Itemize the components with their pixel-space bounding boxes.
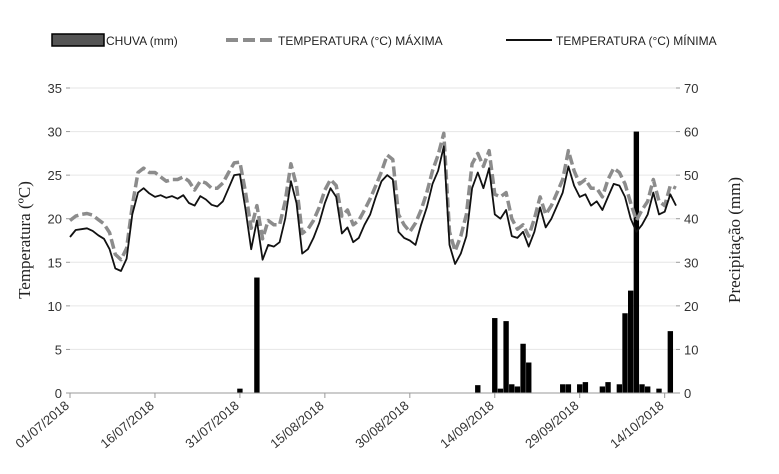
rain-bar bbox=[577, 384, 583, 393]
y-right-axis-title: Precipitação (mm) bbox=[725, 177, 744, 303]
y-right-tick-label: 50 bbox=[684, 168, 698, 183]
rain-bar bbox=[475, 385, 481, 393]
right-axis-ticks: 0 10 20 30 40 50 60 70 bbox=[676, 81, 698, 401]
y-left-tick-label: 35 bbox=[48, 81, 62, 96]
rain-bar bbox=[254, 277, 260, 393]
rain-bar bbox=[656, 388, 662, 393]
rain-bar bbox=[582, 382, 589, 393]
rain-bar bbox=[628, 290, 634, 393]
rain-bar bbox=[237, 388, 243, 393]
legend-tmax-label: TEMPERATURA (°C) MÁXIMA bbox=[278, 33, 443, 48]
rain-bar bbox=[639, 384, 645, 393]
y-right-tick-label: 70 bbox=[684, 81, 698, 96]
rain-bar bbox=[520, 343, 526, 393]
rain-bar bbox=[497, 388, 504, 393]
y-left-tick-label: 0 bbox=[55, 386, 62, 401]
rain-bar bbox=[560, 384, 566, 393]
y-right-tick-label: 30 bbox=[684, 255, 698, 270]
legend: CHUVA (mm) TEMPERATURA (°C) MÁXIMA TEMPE… bbox=[51, 33, 717, 48]
rain-bar bbox=[667, 331, 674, 393]
y-left-tick-label: 25 bbox=[48, 168, 62, 183]
rain-bar bbox=[509, 384, 515, 393]
tmax-line bbox=[68, 131, 677, 262]
rain-bar bbox=[622, 313, 628, 393]
rain-bars bbox=[237, 131, 674, 394]
y-right-tick-label: 20 bbox=[684, 299, 698, 314]
tmin-line bbox=[69, 145, 677, 272]
rain-bar bbox=[492, 318, 498, 393]
legend-tmin-label: TEMPERATURA (°C) MÍNIMA bbox=[556, 33, 717, 48]
rain-bar bbox=[599, 386, 606, 393]
rain-bar bbox=[616, 384, 623, 393]
rain-bar bbox=[644, 386, 651, 393]
gridlines bbox=[70, 87, 676, 350]
y-left-axis-title: Temperatura (ºC) bbox=[15, 181, 34, 299]
y-left-tick-label: 5 bbox=[55, 342, 62, 357]
legend-rain-swatch bbox=[51, 33, 105, 47]
rain-bar bbox=[526, 362, 532, 393]
y-left-tick-label: 20 bbox=[48, 212, 62, 227]
legend-rain-label: CHUVA (mm) bbox=[106, 34, 178, 48]
temperature-lines bbox=[68, 131, 677, 272]
y-left-tick-label: 30 bbox=[48, 125, 62, 140]
y-left-tick-label: 10 bbox=[48, 299, 62, 314]
y-left-tick-label: 15 bbox=[48, 255, 62, 270]
rain-bar bbox=[514, 386, 521, 393]
y-right-tick-label: 10 bbox=[684, 342, 698, 357]
rain-bar bbox=[565, 384, 572, 393]
y-right-tick-label: 40 bbox=[684, 212, 698, 227]
left-axis-ticks: 0 5 10 15 20 25 30 35 bbox=[48, 81, 70, 401]
rain-bar bbox=[503, 321, 509, 393]
y-right-tick-label: 0 bbox=[684, 386, 691, 401]
rain-bar bbox=[633, 131, 640, 394]
rain-bar bbox=[605, 382, 611, 393]
y-right-tick-label: 60 bbox=[684, 125, 698, 140]
